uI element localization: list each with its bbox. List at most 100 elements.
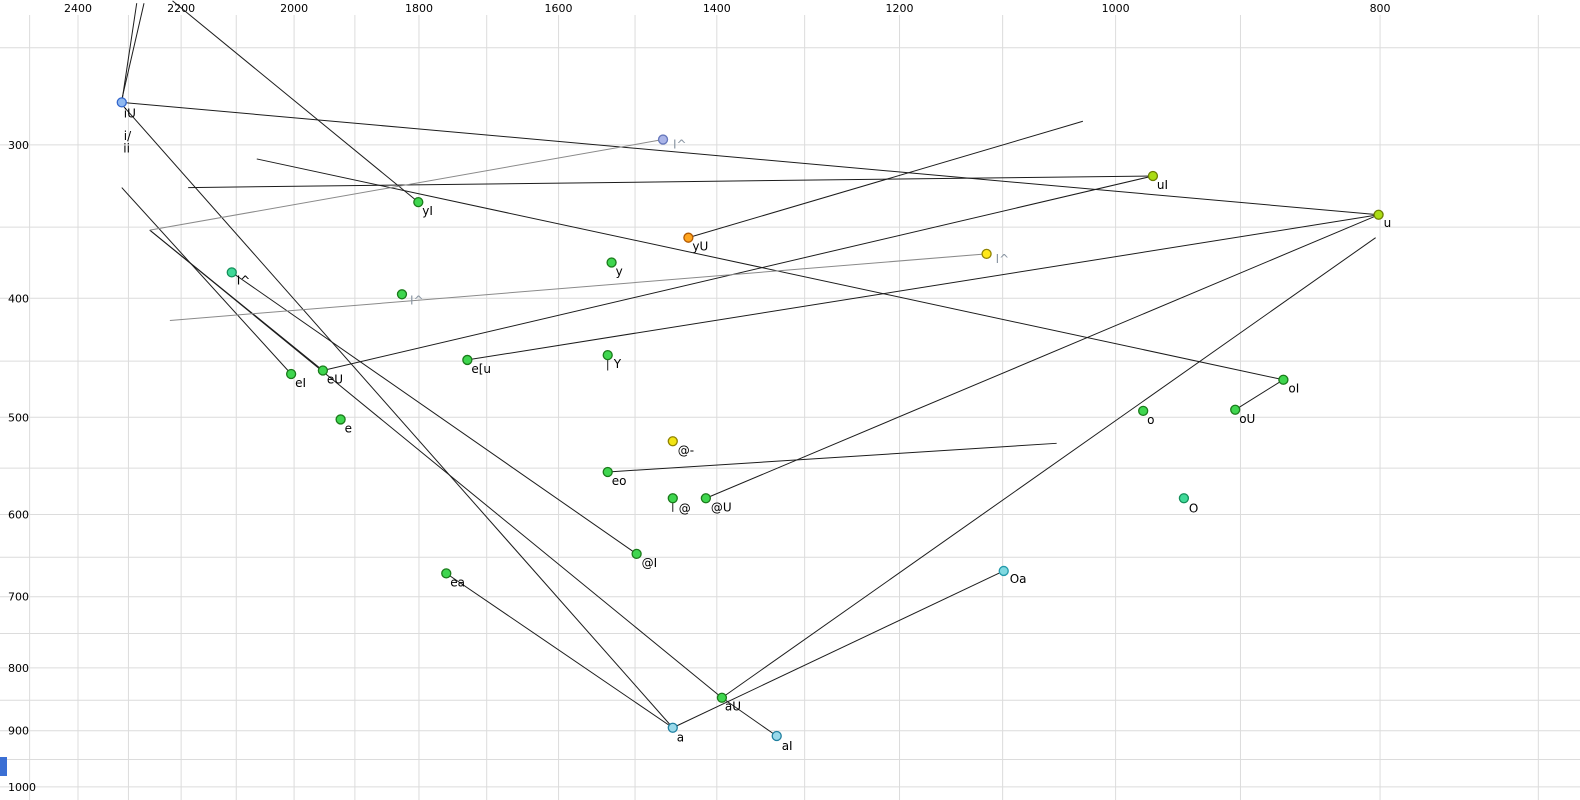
vowel-point-e[interactable] — [335, 414, 346, 425]
vowel-label: eU — [327, 373, 343, 387]
vowel-label: I^ — [673, 138, 687, 152]
vowel-point-i[interactable] — [657, 134, 669, 145]
vowel-label: ii — [123, 142, 130, 156]
vowel-label: oU — [1239, 412, 1255, 426]
vowel-point-eu[interactable] — [317, 365, 329, 376]
vowel-point-ai[interactable] — [771, 730, 782, 742]
y-tick-label: 1000 — [8, 781, 36, 794]
y-tick-label: 300 — [8, 139, 29, 152]
vowel-point-ea[interactable] — [441, 568, 452, 579]
vowel-point-i[interactable] — [981, 248, 992, 259]
y-tick-label: 500 — [8, 411, 29, 424]
trajectory-line — [121, 101, 1379, 216]
vowel-label: yU — [692, 240, 708, 254]
trajectory-line — [445, 572, 674, 729]
vowel-label: a — [677, 731, 684, 745]
screen-artifact — [0, 757, 7, 776]
vowel-point-i[interactable] — [631, 548, 642, 560]
vowel-point-yu[interactable] — [683, 232, 694, 243]
vowel-label: yI — [422, 204, 433, 218]
vowel-point-o[interactable] — [1178, 493, 1190, 504]
trajectory-line — [121, 3, 138, 103]
vowel-label: e[u — [471, 362, 491, 376]
trajectory-line — [256, 158, 1284, 381]
x-tick-label: 1200 — [886, 2, 914, 15]
trajectory-line — [172, 0, 419, 203]
x-tick-label: 1800 — [405, 2, 433, 15]
vowel-label: u — [1384, 216, 1392, 230]
vowel-label: I^ — [410, 293, 424, 307]
vowel-point-y[interactable] — [606, 257, 617, 268]
vowel-point-eu[interactable] — [462, 354, 473, 366]
y-tick-label: 900 — [8, 725, 29, 738]
trajectory-line — [149, 139, 664, 231]
vowel-label: Y — [613, 357, 622, 371]
trajectory-line — [467, 214, 1379, 361]
trajectory-line — [705, 214, 1379, 499]
y-tick-label: 700 — [8, 591, 29, 604]
vowel-label: O — [1189, 501, 1198, 515]
trajectory-line — [1234, 379, 1284, 411]
vowel-point-[interactable] — [667, 436, 678, 447]
vowel-point-u[interactable] — [1373, 209, 1384, 220]
vowel-point-u[interactable] — [700, 493, 712, 504]
x-tick-label: 1000 — [1102, 2, 1130, 15]
x-tick-label: 2000 — [280, 2, 308, 15]
vowel-label: eo — [612, 474, 627, 488]
vowel-point-eo[interactable] — [602, 466, 613, 478]
vowel-label: uI — [1157, 178, 1168, 192]
vowel-label: @- — [678, 443, 694, 457]
vowel-point-a[interactable] — [667, 722, 678, 733]
trajectory-line — [149, 229, 723, 699]
vowel-point-ei[interactable] — [285, 368, 297, 380]
vowel-point-ou[interactable] — [1230, 404, 1241, 415]
vowel-point-oi[interactable] — [1278, 374, 1289, 385]
vowel-label: e — [345, 421, 352, 435]
y-tick-label: 800 — [8, 662, 29, 675]
trajectory-line — [607, 442, 1057, 473]
x-tick-label: 2400 — [64, 2, 92, 15]
vowel-point-[interactable] — [667, 493, 678, 504]
trajectory-line — [721, 697, 778, 737]
vowel-label: i/ — [124, 129, 132, 143]
trajectory-line — [169, 253, 987, 322]
vowel-label: @I — [642, 556, 658, 570]
trajectory-line — [688, 120, 1084, 239]
y-tick-label: 400 — [8, 292, 29, 305]
vowel-label: eI — [295, 376, 306, 390]
x-tick-label: 1600 — [545, 2, 573, 15]
vowel-point-au[interactable] — [716, 692, 728, 703]
trajectory-line — [322, 175, 1154, 371]
vowel-point-o[interactable] — [1138, 405, 1149, 417]
trajectory-line — [188, 175, 1153, 189]
vowel-label: I^ — [237, 273, 251, 287]
trajectory-line — [231, 271, 637, 555]
vowel-point-iu[interactable] — [116, 97, 127, 108]
vowel-label: oI — [1288, 382, 1299, 396]
vowel-point-i[interactable] — [396, 289, 408, 300]
vowel-label: I^ — [996, 252, 1010, 266]
y-tick-label: 600 — [8, 509, 29, 522]
vowel-label: @ — [679, 501, 691, 515]
vowel-label: y — [616, 264, 623, 278]
trajectory-line — [119, 3, 145, 107]
vowel-label: aI — [782, 739, 793, 753]
vowel-label: o — [1147, 413, 1154, 427]
trajectory-line — [121, 103, 674, 729]
x-tick-label: 1400 — [703, 2, 731, 15]
vowel-point-ui[interactable] — [1147, 170, 1159, 182]
trajectory-line — [121, 187, 292, 375]
vowel-point-i[interactable] — [226, 267, 237, 278]
vowel-point-y[interactable] — [602, 350, 613, 361]
vowel-label: aU — [725, 700, 741, 714]
vowel-point-oa[interactable] — [998, 565, 1009, 577]
vowel-label: Oa — [1010, 572, 1027, 586]
vowel-label: iU — [124, 106, 136, 120]
trajectory-line — [721, 237, 1376, 699]
x-tick-label: 800 — [1370, 2, 1391, 15]
vowel-label: ea — [450, 575, 465, 589]
vowel-point-yi[interactable] — [413, 197, 424, 208]
